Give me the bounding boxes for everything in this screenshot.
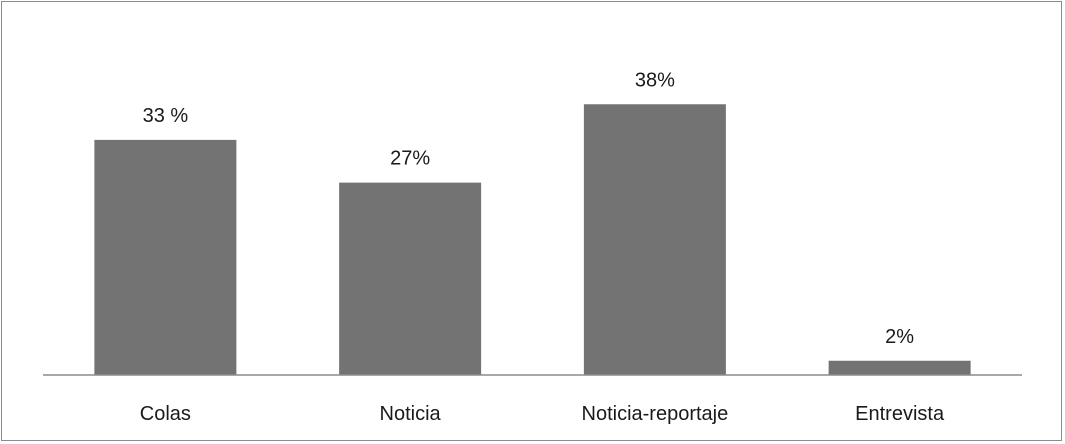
data-label: 2% (885, 326, 914, 348)
bar-noticia (339, 182, 482, 375)
labels-layer: 33 % Colas 27% Noticia 38% Noticia-reportaje 2… (140, 69, 945, 425)
data-label: 27% (390, 148, 430, 170)
category-label: Colas (140, 403, 191, 425)
bar-colas (94, 139, 237, 375)
bar-noticia-reportaje (583, 104, 726, 375)
bar-entrevista (828, 360, 971, 375)
category-label: Noticia (380, 403, 442, 425)
bars-layer (94, 104, 971, 375)
category-label: Noticia-reportaje (582, 403, 729, 425)
category-label: Entrevista (855, 403, 945, 425)
data-label: 33 % (143, 105, 189, 127)
data-label: 38% (635, 69, 675, 91)
